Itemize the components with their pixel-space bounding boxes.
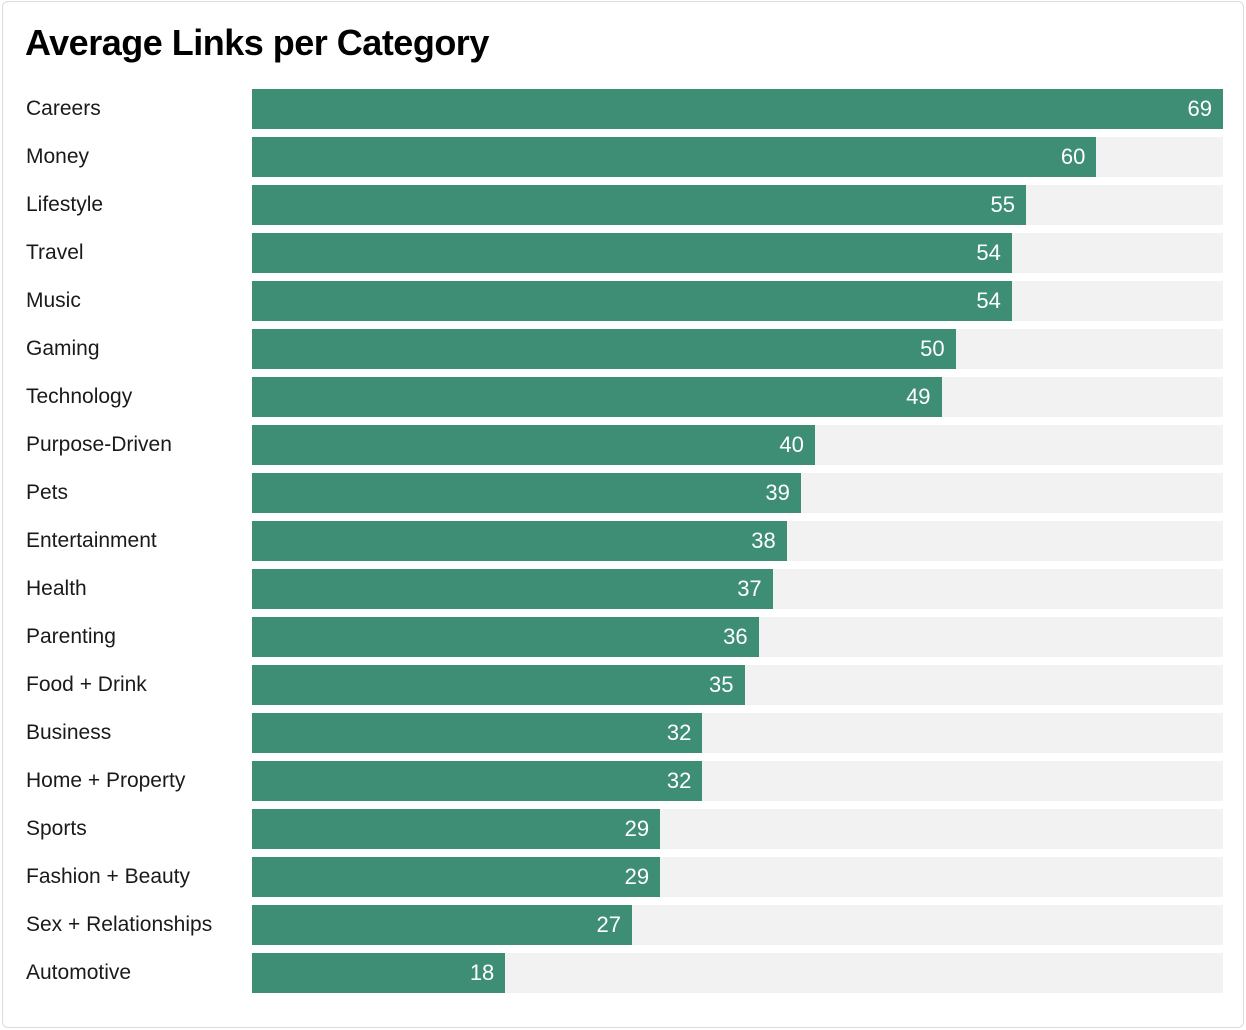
chart-row: Parenting 36	[23, 617, 1223, 657]
bar: 50	[252, 329, 956, 369]
bar-track: 40	[252, 425, 1223, 465]
value-label: 38	[751, 528, 776, 553]
chart-row: Money 60	[23, 137, 1223, 177]
category-label: Travel	[26, 241, 84, 264]
bar-track: 36	[252, 617, 1223, 657]
value-label: 27	[596, 912, 621, 937]
category-label: Home + Property	[26, 769, 186, 792]
chart-row: Health 37	[23, 569, 1223, 609]
chart-row: Automotive 18	[23, 953, 1223, 993]
value-label: 39	[765, 480, 790, 505]
chart-row: Music 54	[23, 281, 1223, 321]
chart-row: Travel 54	[23, 233, 1223, 273]
chart-row: Business 32	[23, 713, 1223, 753]
category-label: Music	[26, 289, 81, 312]
bar: 55	[252, 185, 1026, 225]
chart-row: Technology 49	[23, 377, 1223, 417]
bar-track: 69	[252, 89, 1223, 129]
bar-track: 18	[252, 953, 1223, 993]
bar-track: 50	[252, 329, 1223, 369]
value-label: 32	[666, 768, 692, 793]
bar: 39	[252, 473, 801, 513]
bar-track: 29	[252, 809, 1223, 849]
bar: 32	[252, 713, 703, 753]
bar: 29	[252, 857, 661, 897]
category-label: Pets	[26, 481, 69, 504]
bar-track: 38	[252, 521, 1223, 561]
bar: 27	[252, 905, 632, 945]
bar-track: 27	[252, 905, 1223, 945]
bar: 40	[252, 425, 815, 465]
bar: 54	[252, 233, 1012, 273]
bar-track: 60	[252, 137, 1223, 177]
value-label: 37	[737, 576, 762, 601]
bar: 36	[252, 617, 759, 657]
chart-row: Sports 29	[23, 809, 1223, 849]
value-label: 50	[920, 336, 945, 361]
chart-row: Careers 69	[23, 89, 1223, 129]
bar: 60	[252, 137, 1097, 177]
category-label: Sports	[26, 817, 87, 840]
bar-track: 49	[252, 377, 1223, 417]
value-label: 40	[779, 432, 804, 457]
category-label: Business	[26, 721, 112, 744]
bar: 49	[252, 377, 942, 417]
value-label: 54	[976, 288, 1001, 313]
category-label: Careers	[26, 97, 101, 120]
category-label: Parenting	[26, 625, 116, 648]
bar-track: 39	[252, 473, 1223, 513]
bar: 18	[252, 953, 506, 993]
category-label: Technology	[26, 385, 133, 408]
bar-track: 35	[252, 665, 1223, 705]
value-label: 55	[990, 192, 1015, 217]
value-label: 49	[906, 384, 931, 409]
bar: 32	[252, 761, 703, 801]
bar: 54	[252, 281, 1012, 321]
bar-track: 55	[252, 185, 1223, 225]
chart-row: Gaming 50	[23, 329, 1223, 369]
bar-track: 32	[252, 761, 1223, 801]
value-label: 36	[723, 624, 748, 649]
chart-row: Pets 39	[23, 473, 1223, 513]
bar: 37	[252, 569, 773, 609]
bar-track: 29	[252, 857, 1223, 897]
bar-track: 37	[252, 569, 1223, 609]
category-label: Sex + Relationships	[26, 913, 213, 936]
category-label: Food + Drink	[26, 673, 147, 696]
category-label: Fashion + Beauty	[26, 865, 191, 888]
value-label: 54	[976, 240, 1001, 265]
bar: 35	[252, 665, 745, 705]
chart-row: Fashion + Beauty 29	[23, 857, 1223, 897]
value-label: 60	[1060, 144, 1086, 169]
category-label: Entertainment	[26, 529, 157, 552]
chart-row: Lifestyle 55	[23, 185, 1223, 225]
bar: 69	[252, 89, 1223, 129]
value-label: 32	[666, 720, 692, 745]
category-label: Health	[26, 577, 87, 600]
category-label: Lifestyle	[26, 193, 104, 216]
category-label: Money	[26, 145, 90, 168]
chart-row: Purpose-Driven 40	[23, 425, 1223, 465]
category-label: Automotive	[26, 961, 132, 984]
value-label: 35	[709, 672, 734, 697]
bar: 29	[252, 809, 661, 849]
chart-rows: Careers 69 Money 60 Lifestyle 55 Travel 54 Music…	[23, 89, 1223, 993]
chart-row: Food + Drink 35	[23, 665, 1223, 705]
value-label: 69	[1187, 96, 1212, 121]
chart-title: Average Links per Category	[25, 22, 489, 63]
bar: 38	[252, 521, 787, 561]
bar-track: 54	[252, 233, 1223, 273]
category-label: Gaming	[26, 337, 100, 360]
value-label: 29	[624, 816, 650, 841]
value-label: 18	[469, 960, 495, 985]
category-label: Purpose-Driven	[26, 433, 172, 456]
chart-row: Home + Property 32	[23, 761, 1223, 801]
bar-track: 32	[252, 713, 1223, 753]
chart-row: Entertainment 38	[23, 521, 1223, 561]
bar-track: 54	[252, 281, 1223, 321]
chart-row: Sex + Relationships 27	[23, 905, 1223, 945]
value-label: 29	[624, 864, 650, 889]
